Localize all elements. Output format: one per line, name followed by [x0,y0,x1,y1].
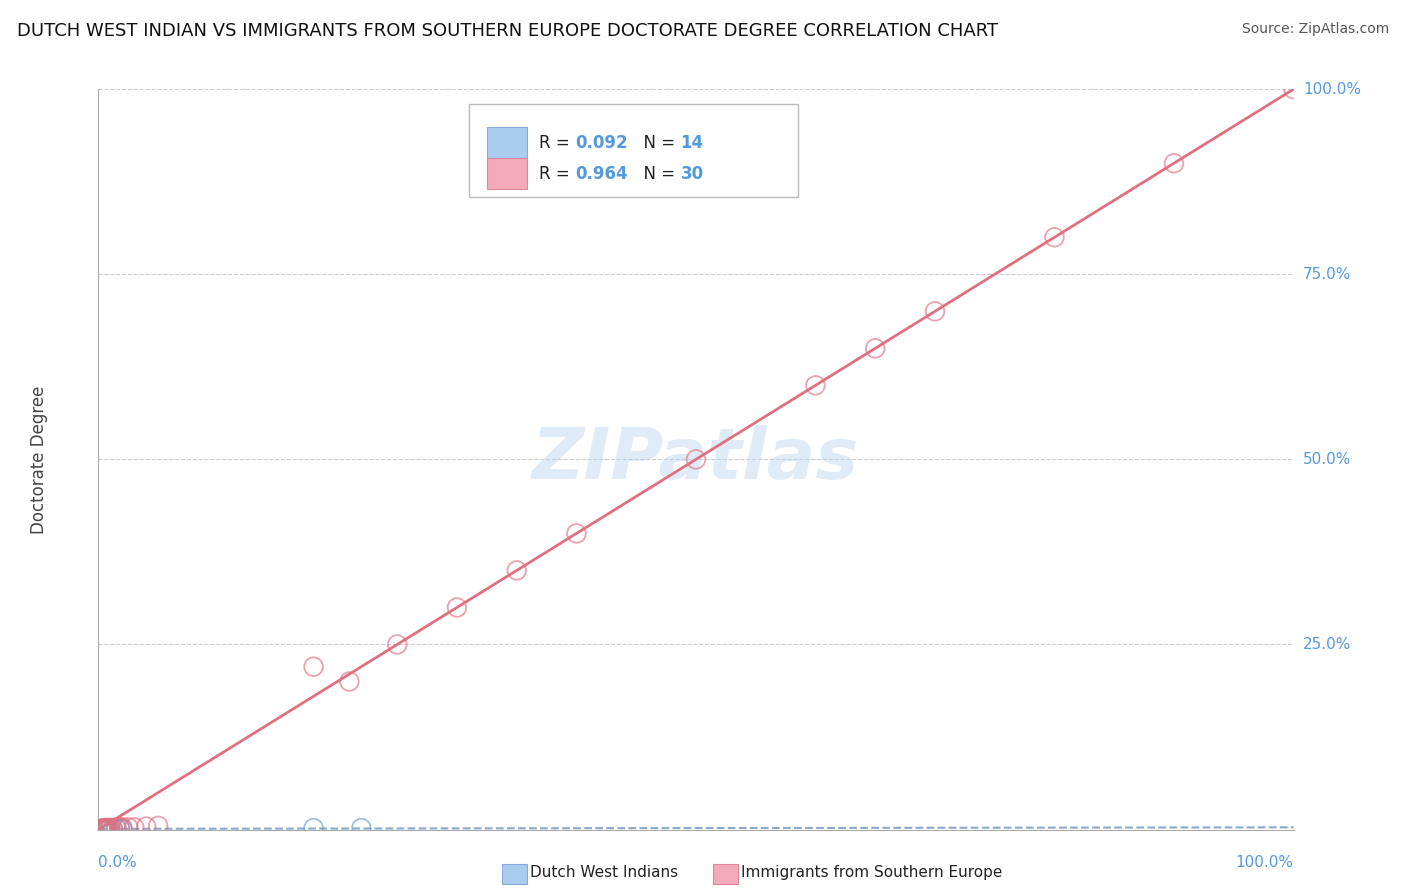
Point [339,674,361,689]
Point [506,564,529,578]
Text: Doctorate Degree: Doctorate Degree [30,385,48,533]
Text: 75.0%: 75.0% [1303,267,1351,282]
Text: 14: 14 [681,134,703,152]
FancyBboxPatch shape [470,104,797,196]
Text: 0.092: 0.092 [575,134,628,152]
Point [804,378,827,392]
Point [385,637,409,651]
Point [111,822,134,836]
Point [685,452,707,467]
Point [135,820,157,834]
Point [111,821,134,835]
Point [865,341,887,355]
Point [1163,156,1185,170]
Text: Source: ZipAtlas.com: Source: ZipAtlas.com [1241,22,1389,37]
Point [91,822,114,836]
Point [98,822,122,836]
Point [105,821,128,835]
Text: R =: R = [540,165,575,183]
Point [124,821,146,835]
Text: 50.0%: 50.0% [1303,452,1351,467]
Point [94,821,117,835]
Point [91,822,114,836]
Point [96,821,118,835]
Point [101,821,124,835]
Point [302,821,325,835]
Point [101,822,124,836]
Text: Dutch West Indians: Dutch West Indians [530,865,678,880]
Text: 30: 30 [681,165,703,183]
Text: 0.0%: 0.0% [98,855,138,871]
Point [94,821,117,835]
Point [148,819,170,833]
Point [96,822,118,836]
Point [565,526,588,541]
Point [117,821,139,835]
Point [90,822,112,836]
Point [1282,82,1305,96]
Point [97,821,120,835]
Text: ZIPatlas: ZIPatlas [533,425,859,494]
Point [108,821,131,835]
Text: N =: N = [633,134,681,152]
Point [446,600,468,615]
Point [105,822,128,836]
Text: 25.0%: 25.0% [1303,637,1351,652]
Point [98,821,122,835]
Point [302,659,325,673]
Text: 100.0%: 100.0% [1236,855,1294,871]
Point [98,821,121,835]
FancyBboxPatch shape [486,158,527,189]
Text: 0.964: 0.964 [575,165,628,183]
Text: Immigrants from Southern Europe: Immigrants from Southern Europe [741,865,1002,880]
Point [108,822,131,836]
Text: R =: R = [540,134,575,152]
Text: N =: N = [633,165,681,183]
Point [1043,230,1066,244]
Point [91,822,114,836]
Point [93,821,115,835]
FancyBboxPatch shape [486,127,527,158]
Point [91,822,114,836]
Text: 100.0%: 100.0% [1303,82,1361,96]
Point [924,304,946,318]
Text: DUTCH WEST INDIAN VS IMMIGRANTS FROM SOUTHERN EUROPE DOCTORATE DEGREE CORRELATIO: DUTCH WEST INDIAN VS IMMIGRANTS FROM SOU… [17,22,998,40]
Point [90,822,112,836]
Point [93,822,115,836]
Point [350,821,373,835]
Point [97,822,120,836]
